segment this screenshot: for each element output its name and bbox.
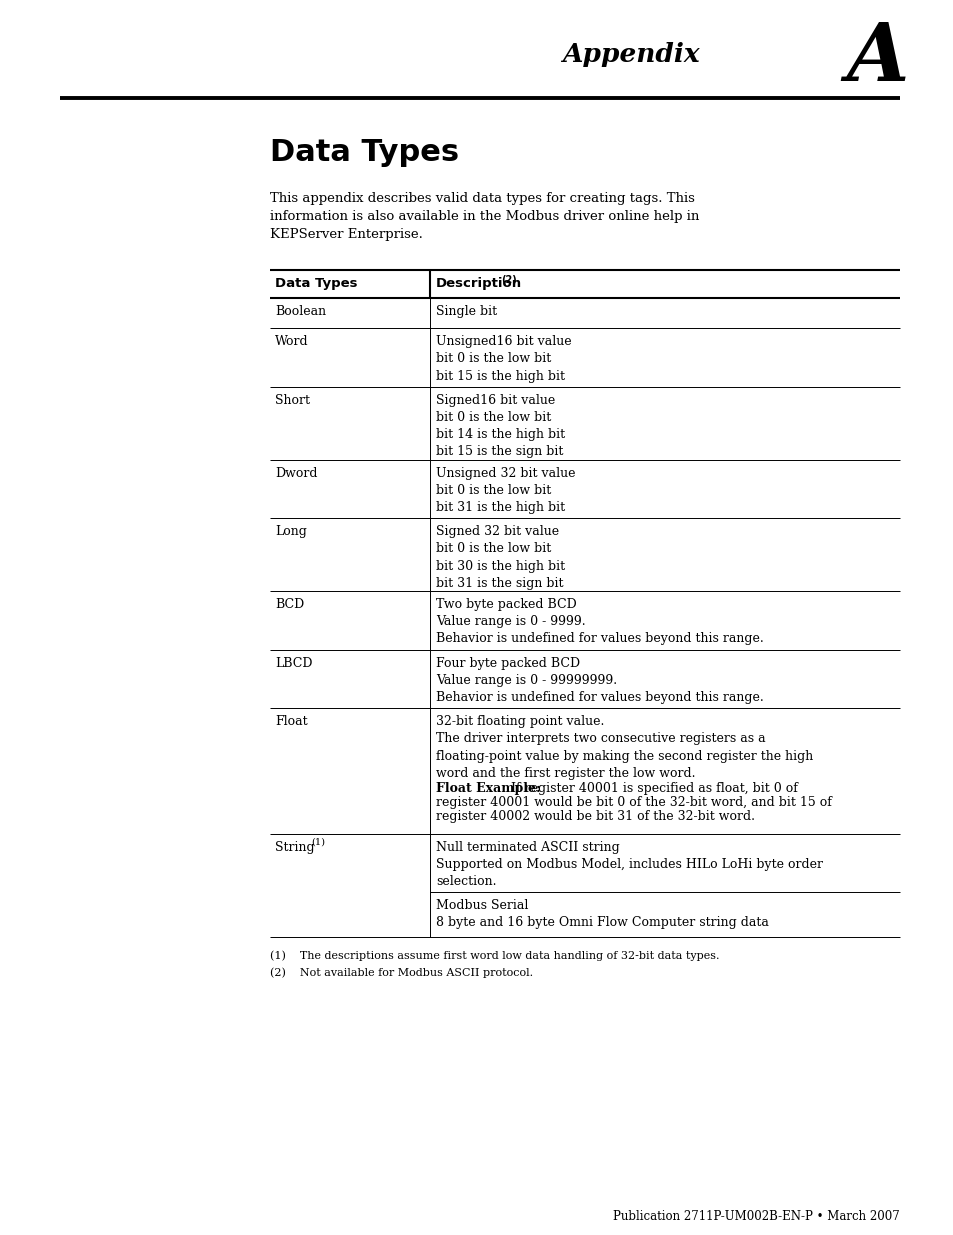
Text: Boolean: Boolean [274,305,326,317]
Text: This appendix describes valid data types for creating tags. This
information is : This appendix describes valid data types… [270,191,699,241]
Text: Single bit: Single bit [436,305,497,317]
Text: Float: Float [274,715,307,729]
Text: (2)    Not available for Modbus ASCII protocol.: (2) Not available for Modbus ASCII proto… [270,967,533,978]
Text: If register 40001 is specified as float, bit 0 of: If register 40001 is specified as float,… [511,782,797,795]
Text: Appendix: Appendix [561,42,700,67]
Text: register 40001 would be bit 0 of the 32-bit word, and bit 15 of: register 40001 would be bit 0 of the 32-… [436,797,831,809]
Text: Modbus Serial
8 byte and 16 byte Omni Flow Computer string data: Modbus Serial 8 byte and 16 byte Omni Fl… [436,899,768,930]
Text: Signed16 bit value
bit 0 is the low bit
bit 14 is the high bit
bit 15 is the sig: Signed16 bit value bit 0 is the low bit … [436,394,564,458]
Text: Four byte packed BCD
Value range is 0 - 99999999.
Behavior is undefined for valu: Four byte packed BCD Value range is 0 - … [436,657,763,704]
Text: Short: Short [274,394,310,406]
Text: Data Types: Data Types [270,138,458,167]
Text: 32-bit floating point value.
The driver interprets two consecutive registers as : 32-bit floating point value. The driver … [436,715,812,779]
Text: Data Types: Data Types [274,277,357,290]
Text: Float Example:: Float Example: [436,782,540,795]
Text: Description: Description [436,277,521,290]
Text: (1)    The descriptions assume first word low data handling of 32-bit data types: (1) The descriptions assume first word l… [270,951,719,961]
Text: (1): (1) [311,837,325,847]
Text: Long: Long [274,525,307,538]
Text: A: A [846,20,908,98]
Text: String: String [274,841,314,853]
Text: LBCD: LBCD [274,657,313,669]
Text: Unsigned 32 bit value
bit 0 is the low bit
bit 31 is the high bit: Unsigned 32 bit value bit 0 is the low b… [436,467,575,514]
Text: Word: Word [274,335,309,348]
Text: Publication 2711P-UM002B-EN-P • March 2007: Publication 2711P-UM002B-EN-P • March 20… [613,1210,899,1223]
Text: (2): (2) [500,275,517,285]
Text: Null terminated ASCII string
Supported on Modbus Model, includes HILo LoHi byte : Null terminated ASCII string Supported o… [436,841,822,888]
Text: Dword: Dword [274,467,317,479]
Text: register 40002 would be bit 31 of the 32-bit word.: register 40002 would be bit 31 of the 32… [436,810,754,824]
Text: Two byte packed BCD
Value range is 0 - 9999.
Behavior is undefined for values be: Two byte packed BCD Value range is 0 - 9… [436,598,763,646]
Text: BCD: BCD [274,598,304,611]
Text: Signed 32 bit value
bit 0 is the low bit
bit 30 is the high bit
bit 31 is the si: Signed 32 bit value bit 0 is the low bit… [436,525,564,590]
Text: Unsigned16 bit value
bit 0 is the low bit
bit 15 is the high bit: Unsigned16 bit value bit 0 is the low bi… [436,335,571,383]
